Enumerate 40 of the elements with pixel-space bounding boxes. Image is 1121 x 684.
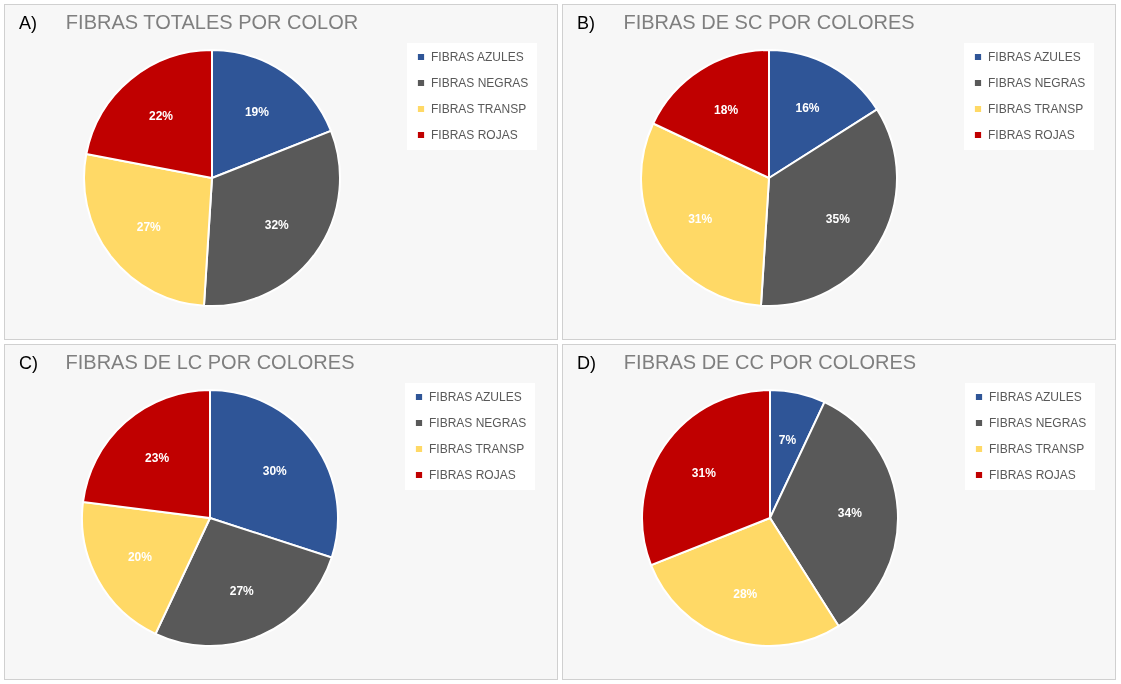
legend-label: FIBRAS ROJAS [429,468,516,482]
data-label: 35% [825,211,851,226]
text: A) [19,13,37,34]
data-label: 27% [229,584,255,599]
data-label: 7% [778,432,797,447]
legend-label: FIBRAS AZULES [988,50,1081,64]
data-label: 27% [136,220,162,235]
legend-label: FIBRAS NEGRAS [988,76,1086,90]
legend-label: FIBRAS AZULES [429,390,522,404]
data-label: 23% [145,450,170,465]
chart-title: FIBRAS DE SC POR COLORES [623,11,915,33]
data-label: 30% [262,463,288,478]
chart-title: FIBRAS DE LC POR COLORES [65,351,355,373]
data-label: 20% [127,549,153,564]
data-label: 28% [733,587,758,602]
legend-label: FIBRAS ROJAS [989,468,1076,482]
chart-title: FIBRAS DE CC POR COLORES [623,351,917,373]
legend-label: FIBRAS NEGRAS [429,416,527,430]
legend-label: FIBRAS AZULES [431,50,524,64]
data-label: 16% [795,100,820,115]
text: C) [19,353,38,374]
data-label: 31% [691,466,717,481]
text: B) [577,13,595,34]
legend-label: FIBRAS NEGRAS [431,76,529,90]
data-label: 19% [244,104,270,119]
legend-label: FIBRAS TRANSP [429,442,525,456]
legend-label: FIBRAS ROJAS [988,128,1075,142]
legend-label: FIBRAS ROJAS [431,128,518,142]
data-label: 18% [714,103,739,118]
legend-label: FIBRAS NEGRAS [989,416,1087,430]
text: D) [577,353,596,374]
data-label: 31% [688,211,713,226]
chart-title: FIBRAS TOTALES POR COLOR [65,11,359,33]
legend-label: FIBRAS TRANSP [989,442,1085,456]
data-label: 34% [837,505,863,520]
legend-label: FIBRAS TRANSP [988,102,1084,116]
legend-label: FIBRAS AZULES [989,390,1082,404]
data-label: 32% [264,218,290,233]
legend-label: FIBRAS TRANSP [431,102,527,116]
data-label: 22% [148,109,174,124]
